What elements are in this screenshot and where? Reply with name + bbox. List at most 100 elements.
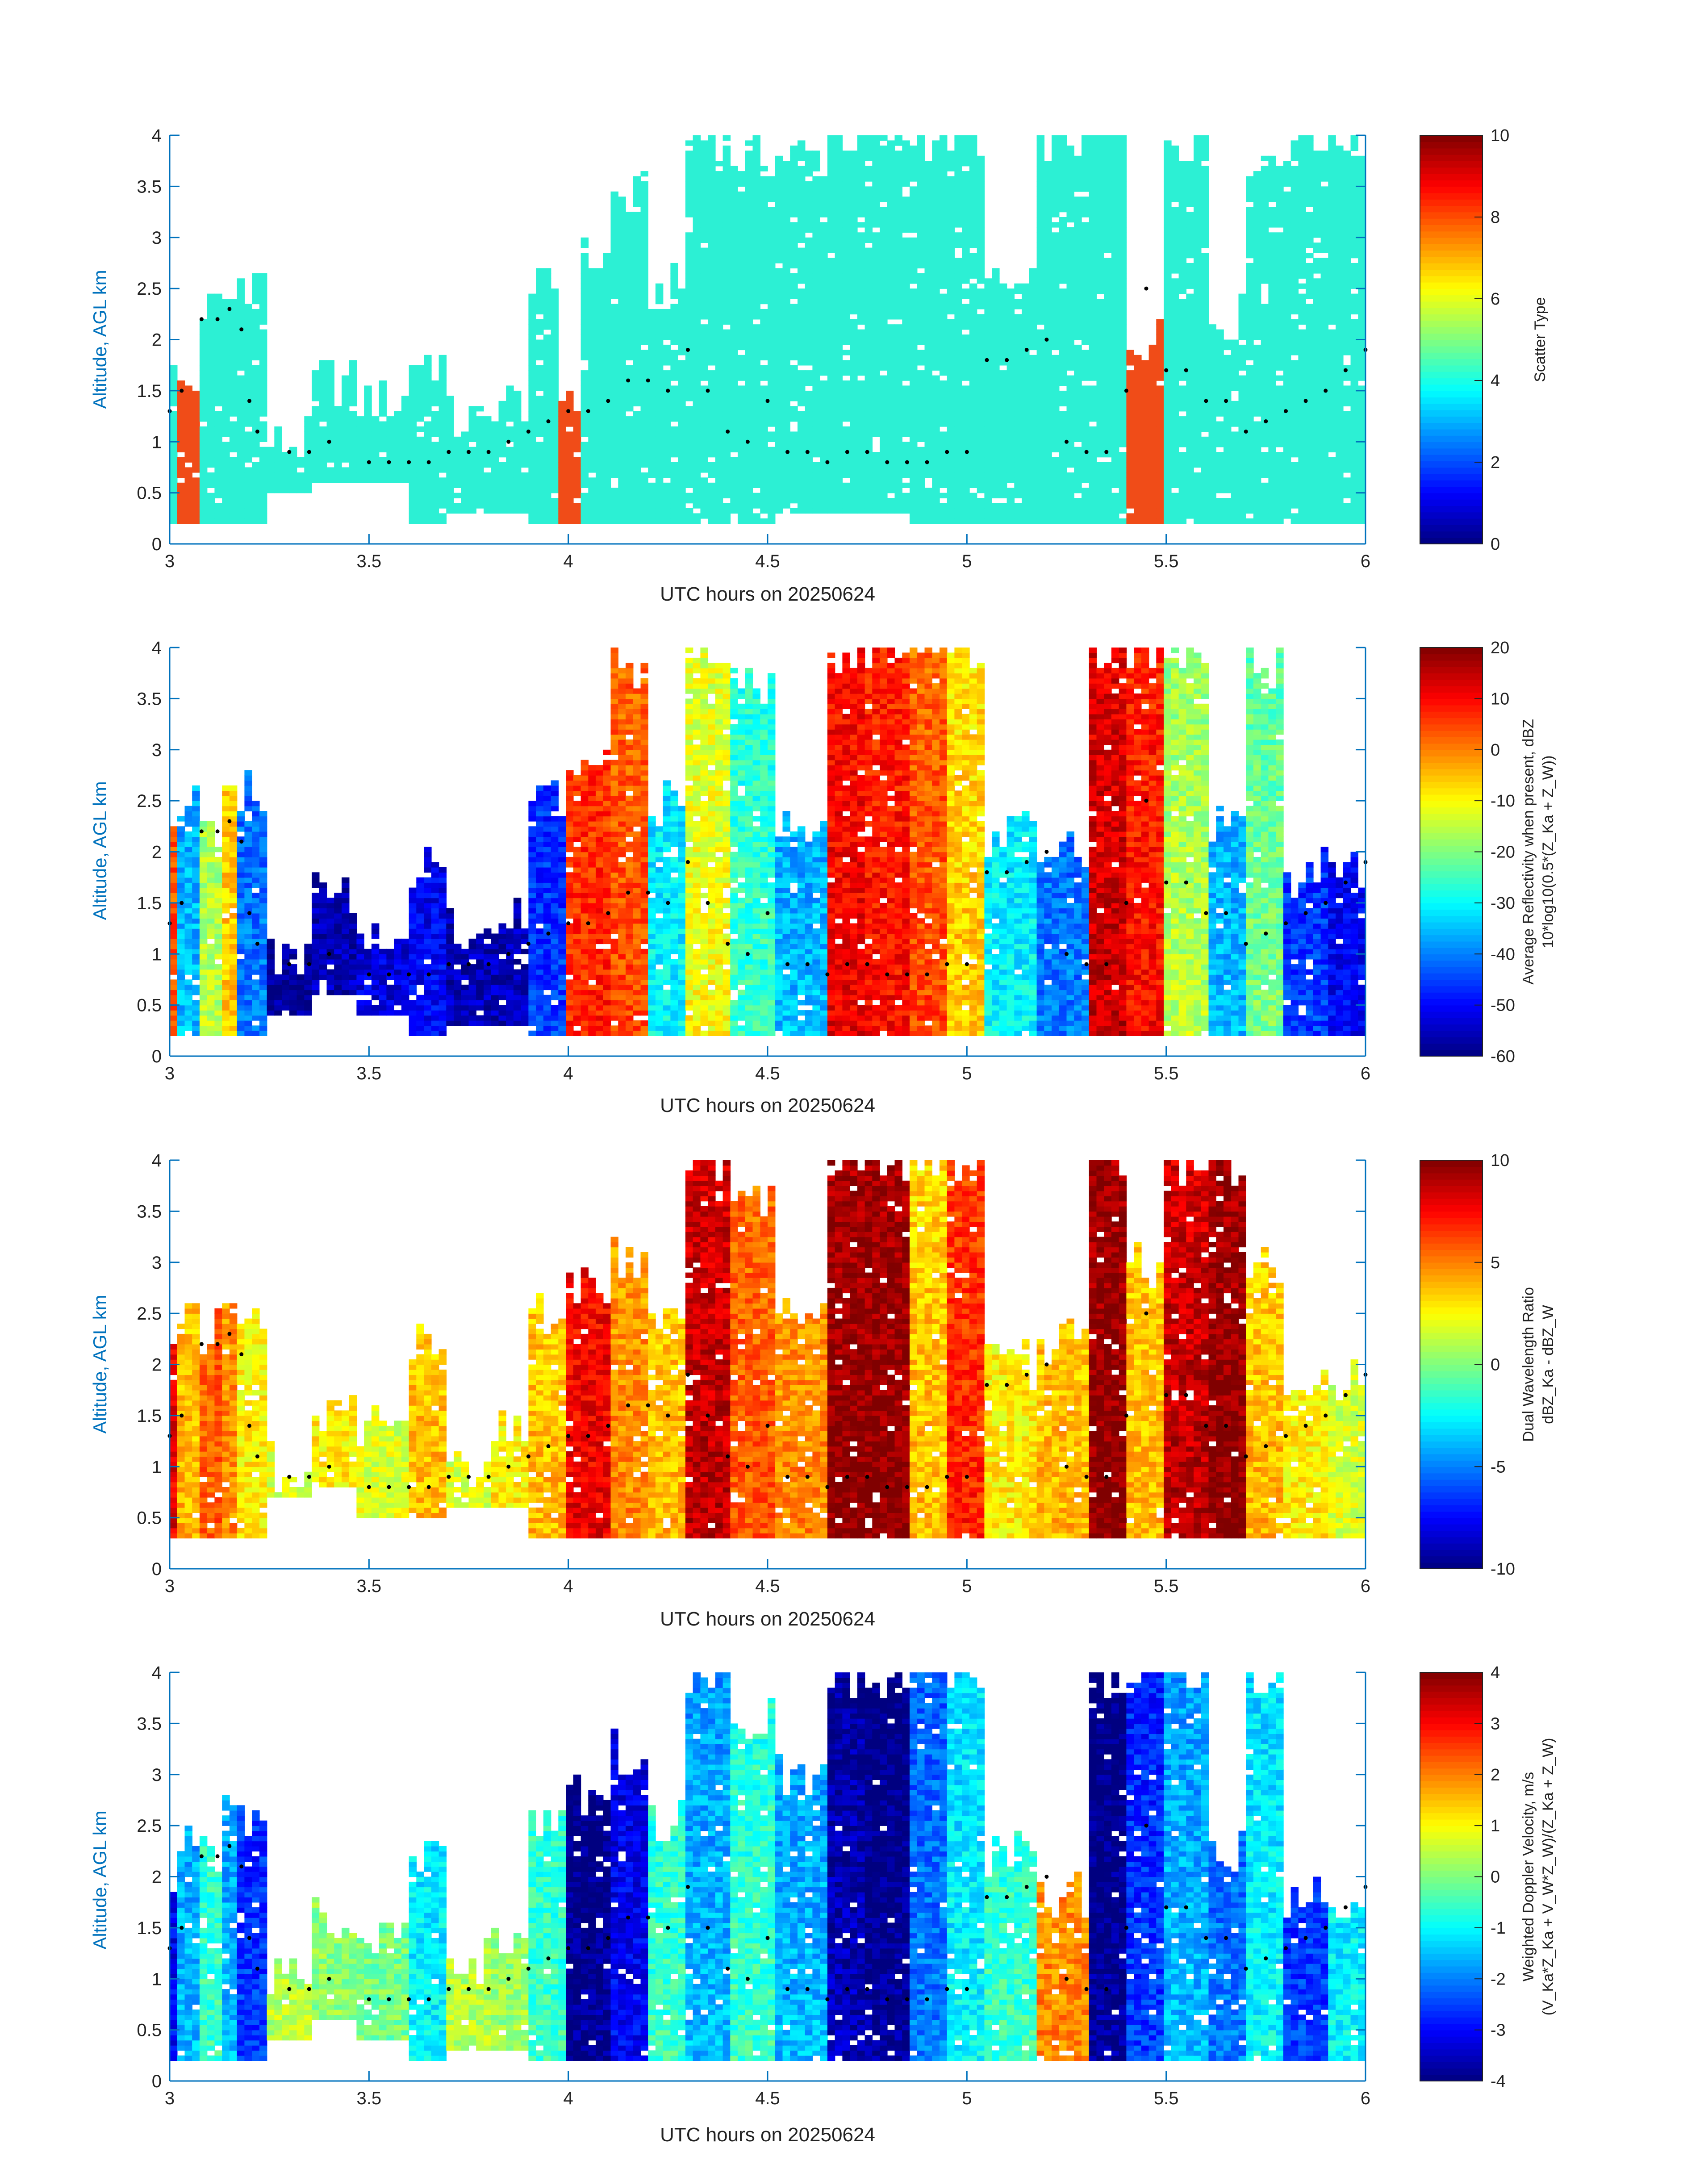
heatmap-cell xyxy=(708,207,716,212)
heatmap-cell xyxy=(768,493,776,498)
heatmap-cell xyxy=(977,355,985,360)
heatmap-cell xyxy=(715,380,723,386)
heatmap-cell xyxy=(835,334,843,340)
heatmap-cell xyxy=(842,176,850,182)
heatmap-cell xyxy=(865,186,873,192)
heatmap-cell xyxy=(319,411,327,417)
heatmap-cell xyxy=(925,345,933,350)
heatmap-cell xyxy=(783,350,791,355)
heatmap-cell xyxy=(461,483,469,488)
heatmap-cell xyxy=(618,472,626,478)
heatmap-cell xyxy=(222,452,230,457)
heatmap-cell xyxy=(603,365,611,371)
heatmap-cell xyxy=(925,422,933,427)
heatmap-cell xyxy=(842,431,850,437)
heatmap-cell xyxy=(177,518,185,524)
heatmap-cell xyxy=(745,330,753,335)
heatmap-cell xyxy=(663,396,671,401)
heatmap-cell xyxy=(528,304,536,309)
heatmap-cell xyxy=(693,238,701,243)
heatmap-cell xyxy=(230,513,238,518)
heatmap-cell xyxy=(730,212,738,217)
heatmap-cell xyxy=(887,376,895,381)
heatmap-cell xyxy=(424,508,432,514)
heatmap-cell xyxy=(730,248,738,253)
heatmap-cell xyxy=(857,391,865,396)
heatmap-cell xyxy=(177,411,185,417)
heatmap-cell xyxy=(723,299,731,304)
heatmap-cell xyxy=(768,227,776,233)
heatmap-cell xyxy=(708,380,716,386)
heatmap-cell xyxy=(880,248,888,253)
heatmap-cell xyxy=(394,437,402,442)
heatmap-cell xyxy=(214,508,222,514)
heatmap-cell xyxy=(603,380,611,386)
heatmap-cell xyxy=(596,411,604,417)
heatmap-cell xyxy=(528,447,536,452)
heatmap-cell xyxy=(648,422,656,427)
heatmap-cell xyxy=(424,391,432,396)
heatmap-cell xyxy=(812,406,820,411)
heatmap-cell xyxy=(940,314,948,319)
heatmap-cell xyxy=(872,273,880,279)
heatmap-cell xyxy=(439,477,447,483)
heatmap-cell xyxy=(865,135,873,141)
heatmap-cell xyxy=(925,176,933,182)
heatmap-cell xyxy=(588,518,596,524)
heatmap-cell xyxy=(401,401,409,406)
heatmap-cell xyxy=(730,299,738,304)
heatmap-cell xyxy=(446,416,454,422)
heatmap-cell xyxy=(656,406,664,411)
heatmap-cell xyxy=(693,304,701,309)
heatmap-cell xyxy=(192,442,200,447)
heatmap-cell xyxy=(730,365,738,371)
heatmap-cell xyxy=(596,268,604,273)
heatmap-cell xyxy=(693,217,701,222)
heatmap-cell xyxy=(618,299,626,304)
heatmap-cell xyxy=(910,396,918,401)
heatmap-cell xyxy=(670,518,678,524)
heatmap-cell xyxy=(700,192,708,197)
heatmap-cell xyxy=(700,268,708,273)
heatmap-cell xyxy=(626,508,634,514)
heatmap-cell xyxy=(200,518,208,524)
heatmap-cell xyxy=(715,340,723,345)
heatmap-cell xyxy=(259,426,267,432)
heatmap-cell xyxy=(969,156,977,161)
heatmap-cell xyxy=(259,340,267,345)
heatmap-cell xyxy=(641,334,649,340)
heatmap-cell xyxy=(237,345,245,350)
heatmap-cell xyxy=(745,319,753,325)
heatmap-cell xyxy=(274,426,282,432)
heatmap-cell xyxy=(783,181,791,187)
heatmap-cell xyxy=(969,150,977,156)
heatmap-cell xyxy=(685,273,693,279)
heatmap-cell xyxy=(596,380,604,386)
heatmap-cell xyxy=(880,222,888,227)
heatmap-cell xyxy=(872,406,880,411)
heatmap-cell xyxy=(969,380,977,386)
heatmap-cell xyxy=(708,156,716,161)
heatmap-cell xyxy=(327,416,335,422)
heatmap-cell xyxy=(954,181,962,187)
heatmap-cell xyxy=(917,396,925,401)
heatmap-cell xyxy=(543,396,551,401)
heatmap-cell xyxy=(925,212,933,217)
heatmap-cell xyxy=(790,324,798,330)
heatmap-cell xyxy=(528,513,536,518)
heatmap-cell xyxy=(222,518,230,524)
heatmap-cell xyxy=(812,207,820,212)
heatmap-cell xyxy=(708,472,716,478)
heatmap-cell xyxy=(394,472,402,478)
heatmap-cell xyxy=(476,488,484,493)
heatmap-cell xyxy=(319,477,327,483)
heatmap-cell xyxy=(827,396,835,401)
heatmap-cell xyxy=(200,508,208,514)
heatmap-cell xyxy=(214,447,222,452)
heatmap-cell xyxy=(783,284,791,289)
heatmap-cell xyxy=(962,227,970,233)
heatmap-cell xyxy=(685,253,693,258)
heatmap-cell xyxy=(416,498,424,503)
heatmap-cell xyxy=(850,268,858,273)
heatmap-cell xyxy=(259,477,267,483)
